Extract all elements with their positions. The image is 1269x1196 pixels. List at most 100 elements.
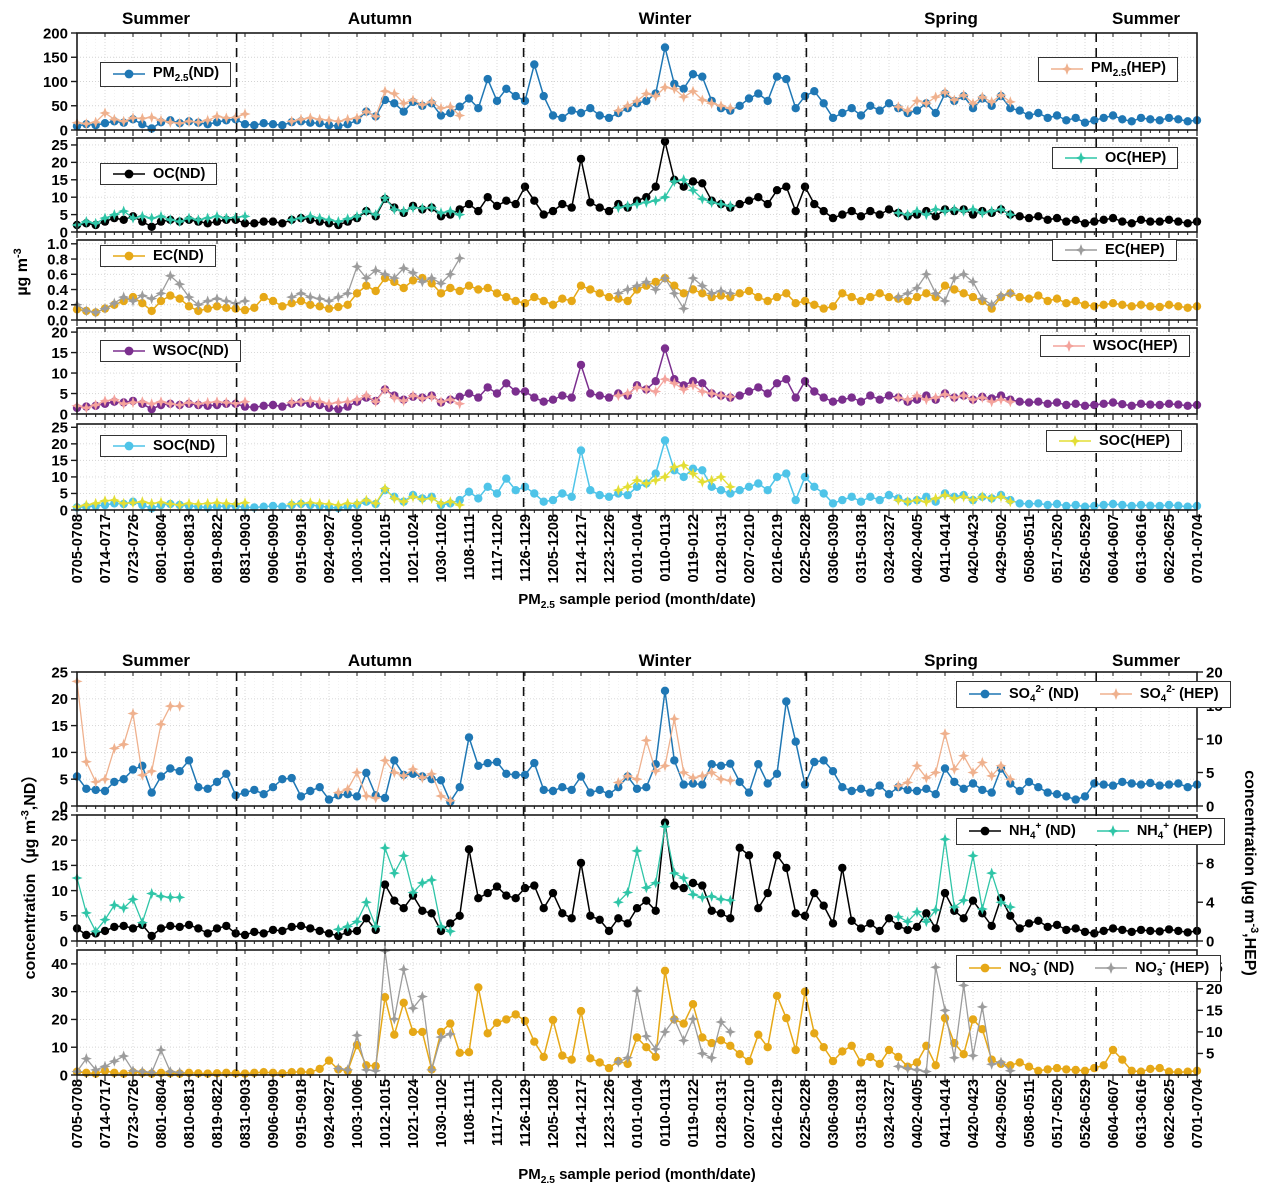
hep-star-marker-icon — [1065, 152, 1097, 164]
legend-nd-2: EC(ND) — [100, 245, 216, 267]
legend-pair-1: NH4+ (ND) NH4+ (HEP) — [956, 818, 1225, 845]
svg-text:0429-0502: 0429-0502 — [994, 514, 1010, 583]
svg-text:0: 0 — [60, 406, 68, 423]
label-text: concentration（µg m — [22, 819, 39, 980]
label-sub: 2.5 — [540, 1175, 555, 1186]
svg-text:0819-0822: 0819-0822 — [210, 514, 226, 583]
nd-circle-marker-icon — [113, 169, 145, 179]
svg-text:20: 20 — [51, 324, 68, 341]
svg-text:1.0: 1.0 — [47, 236, 68, 253]
legend-nd-3: WSOC(ND) — [100, 340, 241, 362]
svg-text:20: 20 — [1206, 664, 1223, 681]
svg-text:25: 25 — [51, 420, 68, 437]
legend-label: NO3- (HEP) — [1135, 958, 1210, 979]
svg-text:25: 25 — [51, 807, 68, 824]
svg-text:0526-0529: 0526-0529 — [1078, 1079, 1094, 1148]
svg-text:40: 40 — [51, 956, 68, 973]
svg-text:0.8: 0.8 — [47, 251, 68, 268]
label-text: ,ND） — [22, 766, 39, 811]
svg-text:Summer: Summer — [1112, 9, 1180, 28]
svg-text:20: 20 — [51, 1012, 68, 1029]
nd-circle-marker-icon — [113, 346, 145, 356]
svg-text:0207-0210: 0207-0210 — [742, 1079, 758, 1148]
legend-entry: NO3- (ND) — [968, 958, 1074, 979]
legend-pair-2: NO3- (ND) NO3- (HEP) — [956, 955, 1222, 982]
svg-text:1223-1226: 1223-1226 — [602, 1079, 618, 1148]
svg-text:10: 10 — [51, 469, 68, 486]
svg-text:0705-0708: 0705-0708 — [70, 514, 86, 583]
legend-entry: SO42- (HEP) — [1099, 684, 1219, 705]
bottom-figure-canvas: Summer Autumn Winter Spring Summer 0 5 10 15 20 25… — [51, 651, 1223, 1148]
svg-text:0801-0804: 0801-0804 — [154, 514, 170, 583]
label-text: concentration (µg m — [1240, 770, 1258, 924]
svg-text:0924-0927: 0924-0927 — [322, 514, 338, 583]
svg-text:0723-0726: 0723-0726 — [126, 514, 142, 583]
svg-text:200: 200 — [43, 25, 68, 42]
hep-star-marker-icon — [1065, 244, 1097, 256]
svg-text:Summer: Summer — [122, 9, 190, 28]
svg-text:0411-0414: 0411-0414 — [938, 514, 954, 583]
hep-star-marker-icon — [1099, 688, 1132, 701]
svg-text:0526-0529: 0526-0529 — [1078, 514, 1094, 583]
svg-text:1021-1024: 1021-1024 — [406, 1079, 422, 1148]
label-text: sample period (month/date) — [554, 1166, 756, 1183]
legend-pair-0: SO42- (ND) SO42- (HEP) — [956, 681, 1231, 708]
bottom-figure-right-y-axis-label: concentration (µg m-3,HEP) — [1240, 770, 1260, 976]
legend-label: PM2.5(ND) — [153, 65, 220, 84]
label-text: sample period (month/date) — [554, 591, 756, 608]
svg-text:0819-0822: 0819-0822 — [210, 1079, 226, 1148]
svg-text:0128-0131: 0128-0131 — [714, 514, 730, 583]
label-sub: 2.5 — [540, 600, 555, 611]
svg-text:1108-1111: 1108-1111 — [462, 1079, 478, 1145]
svg-text:Summer: Summer — [1112, 651, 1180, 670]
svg-text:0110-0113: 0110-0113 — [658, 514, 674, 582]
nd-circle-marker-icon — [969, 963, 1001, 973]
svg-text:0324-0327: 0324-0327 — [882, 514, 898, 583]
svg-text:0924-0927: 0924-0927 — [322, 1079, 338, 1148]
top-figure-x-axis-label: PM2.5 sample period (month/date) — [518, 591, 756, 611]
svg-text:0207-0210: 0207-0210 — [742, 514, 758, 583]
svg-text:1012-1015: 1012-1015 — [378, 514, 394, 583]
legend-entry: EC(HEP) — [1064, 242, 1165, 258]
svg-text:15: 15 — [51, 858, 68, 875]
svg-text:1126-1129: 1126-1129 — [518, 514, 534, 582]
svg-text:0306-0309: 0306-0309 — [826, 1079, 842, 1148]
svg-text:25: 25 — [51, 664, 68, 681]
legend-entry: PM2.5(ND) — [112, 65, 219, 84]
svg-text:1214-1217: 1214-1217 — [574, 1079, 590, 1148]
svg-text:1030-1102: 1030-1102 — [434, 514, 450, 583]
svg-text:0315-0318: 0315-0318 — [854, 1079, 870, 1148]
svg-text:Summer: Summer — [122, 651, 190, 670]
svg-text:0622-0625: 0622-0625 — [1162, 1079, 1178, 1148]
svg-text:0119-0122: 0119-0122 — [686, 1079, 702, 1148]
svg-text:0.2: 0.2 — [47, 297, 68, 314]
legend-entry: WSOC(HEP) — [1052, 338, 1178, 354]
svg-text:0128-0131: 0128-0131 — [714, 1079, 730, 1148]
svg-text:20: 20 — [1206, 981, 1223, 998]
svg-text:Winter: Winter — [639, 9, 692, 28]
legend-label: EC(ND) — [153, 248, 204, 264]
svg-text:5: 5 — [60, 386, 68, 403]
svg-text:0225-0228: 0225-0228 — [798, 1079, 814, 1148]
svg-text:0613-0616: 0613-0616 — [1134, 514, 1150, 583]
svg-text:0: 0 — [60, 798, 68, 815]
nd-circle-marker-icon — [969, 689, 1001, 699]
legend-nd-0: PM2.5(ND) — [100, 62, 232, 87]
legend-nd-4: SOC(ND) — [100, 435, 228, 457]
svg-text:5: 5 — [60, 207, 68, 224]
bottom-figure-x-axis-label: PM2.5 sample period (month/date) — [518, 1166, 756, 1186]
svg-text:0810-0813: 0810-0813 — [182, 1079, 198, 1148]
svg-text:Spring: Spring — [924, 9, 978, 28]
label-text: PM — [518, 591, 541, 608]
svg-text:0604-0607: 0604-0607 — [1106, 1079, 1122, 1148]
svg-text:15: 15 — [1206, 1003, 1223, 1020]
legend-label: SO42- (HEP) — [1139, 684, 1219, 705]
svg-text:0801-0804: 0801-0804 — [154, 1079, 170, 1148]
svg-text:Winter: Winter — [639, 651, 692, 670]
legend-entry: NH4+ (ND) — [968, 821, 1076, 842]
nd-circle-marker-icon — [113, 251, 145, 261]
legend-entry: SOC(ND) — [112, 438, 215, 454]
legend-label: WSOC(ND) — [153, 343, 229, 359]
legend-entry: SO42- (ND) — [968, 684, 1079, 705]
